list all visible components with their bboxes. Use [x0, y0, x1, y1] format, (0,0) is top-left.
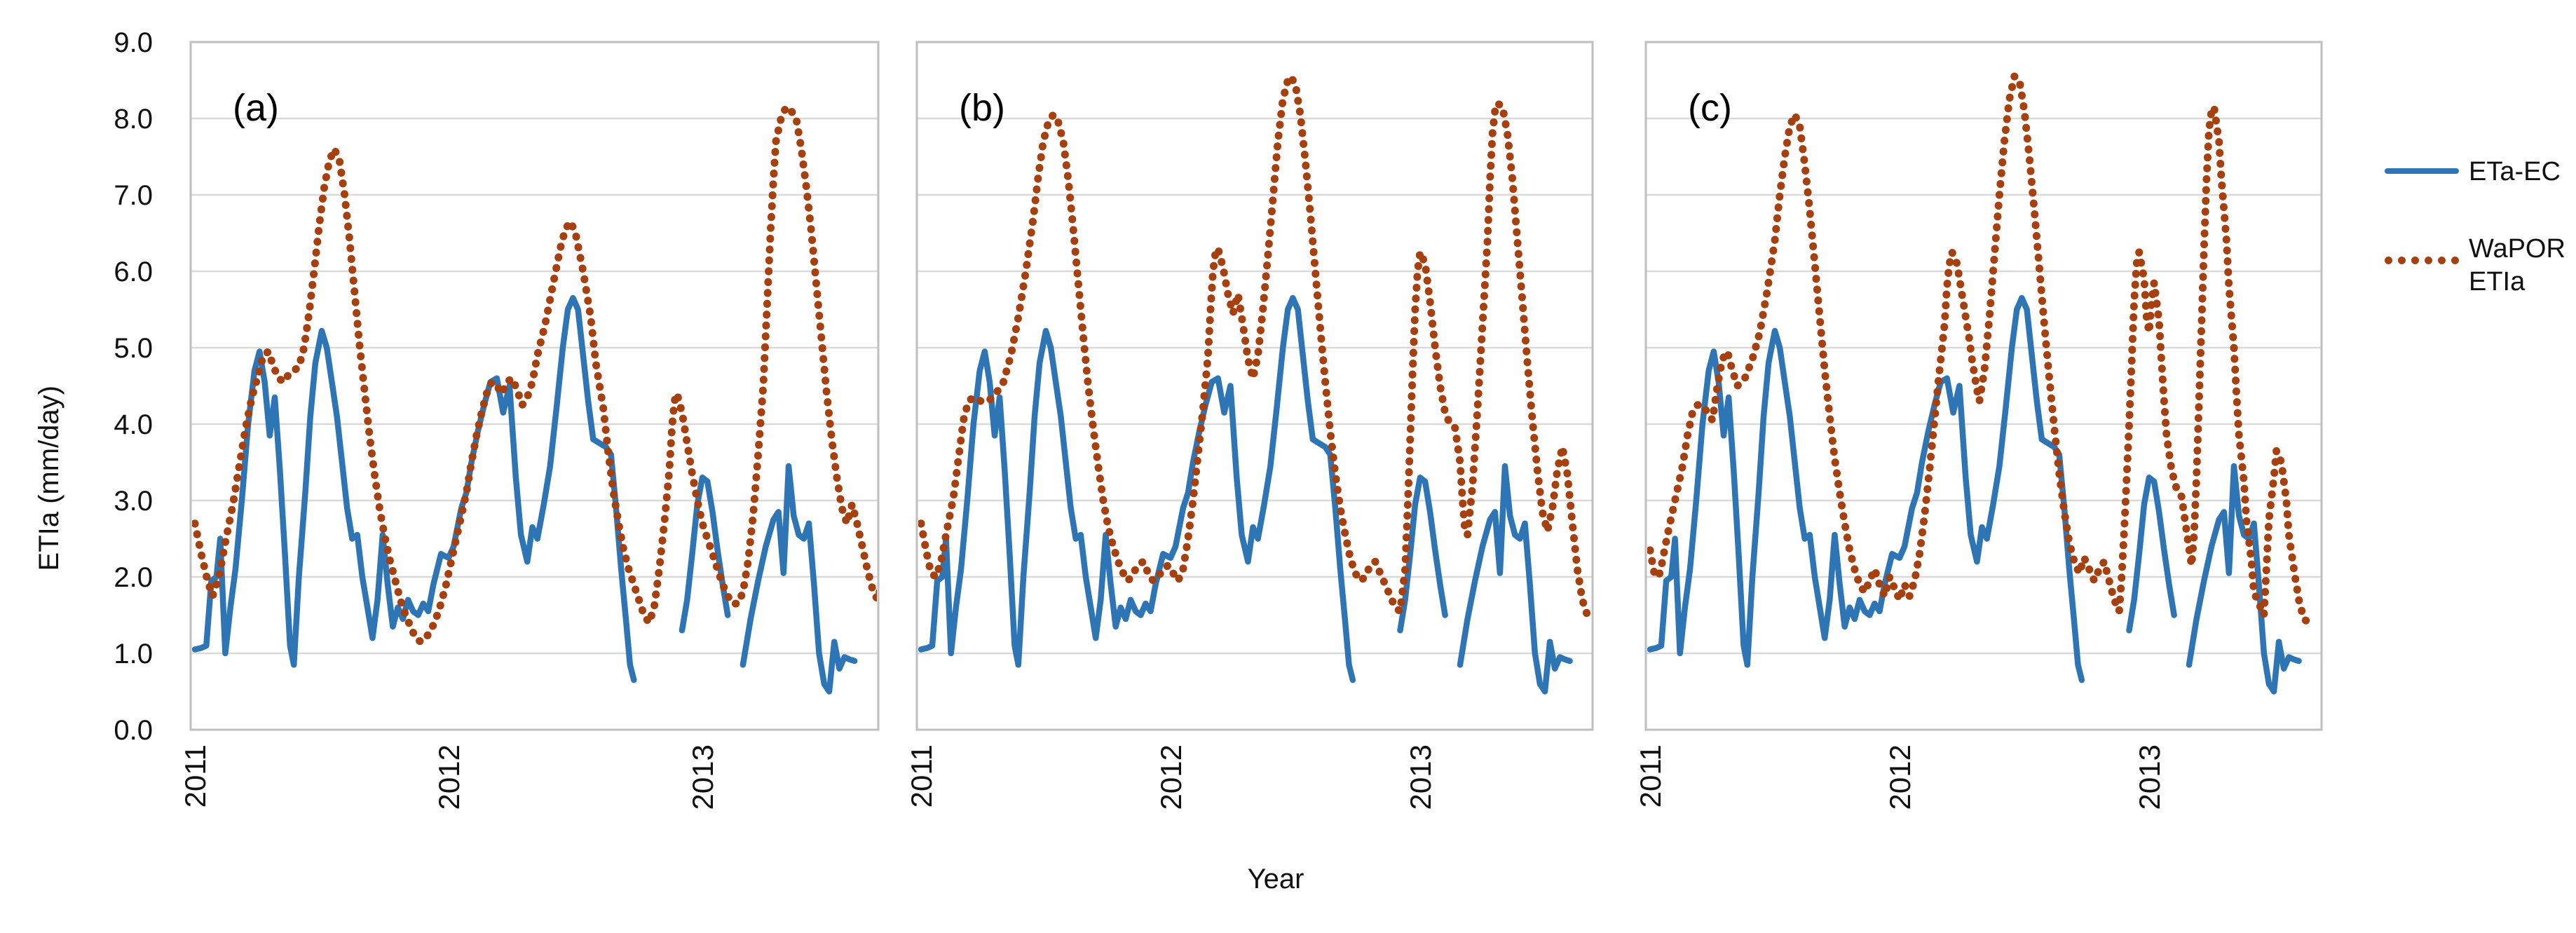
- eta-ec-series-a-seg3: [740, 463, 858, 695]
- y-tick-label: 5.0: [114, 333, 153, 364]
- eta-ec-series-c-seg3: [2186, 463, 2302, 695]
- legend-label-eta-ec: ETa-EC: [2469, 157, 2561, 186]
- eta-ec-series-b-seg2: [1397, 475, 1448, 634]
- eta-ec-series-a-seg1: [192, 294, 637, 683]
- eta-ec-series-b-seg1: [918, 294, 1356, 683]
- panel-a-plot: (a) 2011 2012 2013: [179, 41, 880, 810]
- panel-label-a: (a): [233, 87, 279, 129]
- panel-border: [1644, 41, 2323, 731]
- eta-ec-series-c-seg2: [2126, 475, 2177, 634]
- x-tick-label: 2013: [2133, 744, 2166, 810]
- y-tick-label: 4.0: [114, 409, 153, 440]
- x-tick-label: 2011: [1634, 744, 1667, 808]
- legend-item-eta-ec: ETa-EC: [2385, 156, 2575, 189]
- y-tick-label: 2.0: [114, 562, 153, 593]
- x-tick-label: 2011: [905, 744, 938, 808]
- eta-ec-series-b-seg3: [1457, 463, 1573, 695]
- x-tick-label: 2013: [1404, 744, 1437, 810]
- panel-border: [915, 41, 1594, 731]
- x-tick-label: 2013: [686, 744, 719, 810]
- panel-c-plot: (c) 2011 2012 2013: [1634, 41, 2323, 810]
- y-tick-label: 7.0: [114, 180, 153, 211]
- y-tick-label: 1.0: [114, 639, 153, 669]
- y-tick-label: 6.0: [114, 257, 153, 287]
- panel-label-c: (c): [1688, 87, 1732, 129]
- eta-ec-series-c-seg1: [1647, 294, 2085, 683]
- y-tick-label: 8.0: [114, 104, 153, 135]
- y-tick-label: 0.0: [114, 715, 153, 746]
- panel-b-plot: (b) 2011 2012 2013: [905, 41, 1594, 810]
- x-tick-label: 2012: [1154, 744, 1187, 810]
- legend: ETa-EC WaPOR ETIa: [2385, 156, 2575, 299]
- y-tick-label: 9.0: [114, 27, 153, 58]
- eta-ec-line-sample-icon: [2385, 168, 2459, 174]
- x-axis-title: Year: [1247, 864, 1304, 894]
- wapor-series-c: [1647, 72, 2313, 627]
- legend-item-wapor-etia: WaPOR ETIa: [2385, 233, 2575, 299]
- panel-label-b: (b): [959, 87, 1005, 129]
- wapor-dotted-sample-icon: [2385, 245, 2459, 264]
- x-tick-label: 2011: [179, 744, 212, 808]
- legend-label-wapor-etia: WaPOR ETIa: [2469, 233, 2565, 297]
- x-tick-label: 2012: [432, 744, 465, 810]
- wapor-series-a: [192, 103, 877, 646]
- y-tick-label: 3.0: [114, 486, 153, 517]
- wapor-series-b: [918, 72, 1591, 619]
- panel-border: [189, 41, 880, 731]
- x-tick-label: 2012: [1883, 744, 1916, 810]
